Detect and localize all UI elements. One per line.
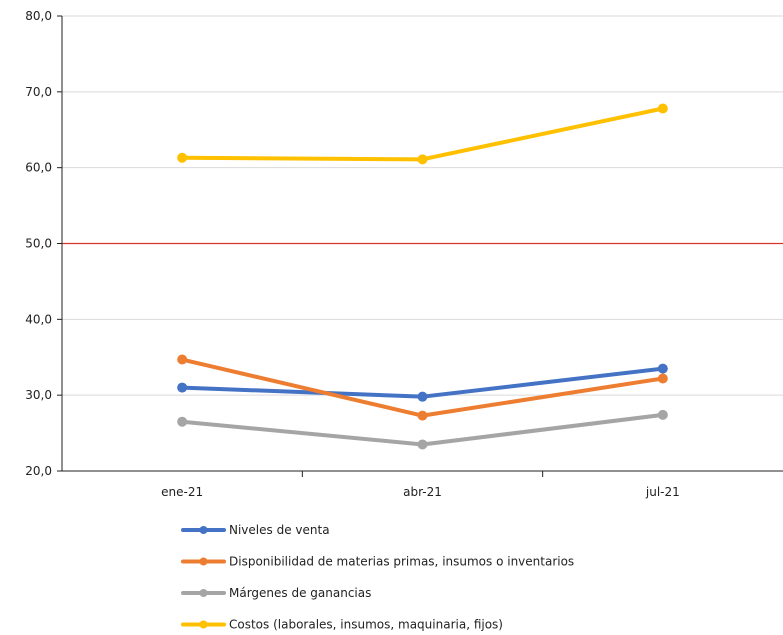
data-point bbox=[417, 391, 428, 402]
legend-item: Costos (laborales, insumos, maquinaria, … bbox=[181, 618, 503, 632]
series-1 bbox=[177, 363, 668, 402]
legend-swatch-marker bbox=[199, 557, 208, 566]
data-point bbox=[417, 154, 428, 165]
y-tick-label: 80,0 bbox=[25, 9, 52, 23]
y-tick-label: 60,0 bbox=[25, 161, 52, 175]
data-point bbox=[177, 382, 188, 393]
legend-label: Niveles de venta bbox=[229, 523, 330, 537]
y-tick-label: 40,0 bbox=[25, 312, 52, 326]
y-axis-ticks: 20,0 30,0 40,0 50,0 60,0 70,0 80,0 bbox=[25, 9, 62, 478]
legend-swatch-marker bbox=[199, 620, 208, 629]
data-point bbox=[657, 373, 668, 384]
data-point bbox=[657, 103, 668, 114]
x-tick-label: ene-21 bbox=[161, 485, 203, 499]
legend-swatch-marker bbox=[199, 589, 208, 597]
y-tick-label: 30,0 bbox=[25, 388, 52, 402]
legend: Niveles de venta Disponibilidad de materi… bbox=[181, 523, 574, 632]
series-3 bbox=[177, 409, 668, 450]
data-point bbox=[177, 152, 188, 163]
data-point bbox=[417, 439, 428, 450]
legend-label: Costos (laborales, insumos, maquinaria, … bbox=[229, 618, 503, 632]
gridlines bbox=[62, 15, 783, 396]
series-4 bbox=[177, 103, 668, 165]
series-2 bbox=[177, 354, 668, 421]
series-lines bbox=[177, 103, 668, 450]
x-tick-label: jul-21 bbox=[645, 485, 680, 499]
x-tick-label: abr-21 bbox=[403, 485, 442, 499]
legend-label: Disponibilidad de materias primas, insum… bbox=[229, 555, 574, 569]
legend-item: Disponibilidad de materias primas, insum… bbox=[181, 555, 574, 569]
legend-item: Niveles de venta bbox=[181, 523, 330, 537]
data-point bbox=[177, 416, 188, 427]
y-tick-label: 50,0 bbox=[25, 237, 52, 251]
legend-item: Márgenes de ganancias bbox=[181, 586, 371, 600]
data-point bbox=[417, 410, 428, 421]
series-line bbox=[180, 106, 665, 162]
data-point bbox=[177, 354, 188, 365]
y-tick-label: 70,0 bbox=[25, 85, 52, 99]
data-point bbox=[657, 363, 668, 374]
x-axis-ticks: ene-21 abr-21 jul-21 bbox=[161, 471, 680, 499]
legend-label: Márgenes de ganancias bbox=[229, 586, 371, 600]
series-line bbox=[180, 357, 665, 418]
legend-swatch-marker bbox=[199, 526, 208, 534]
data-point bbox=[657, 409, 668, 420]
y-tick-label: 20,0 bbox=[25, 464, 52, 478]
